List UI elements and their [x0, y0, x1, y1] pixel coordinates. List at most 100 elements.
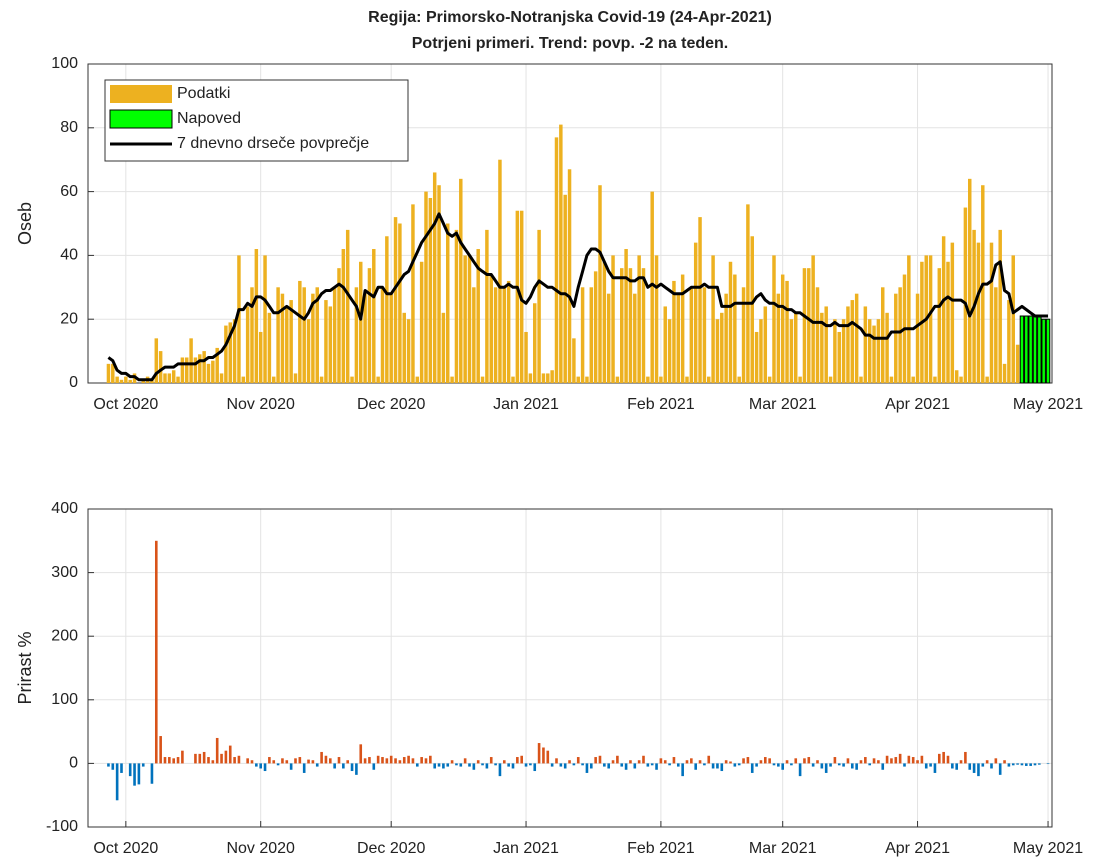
- bar: [350, 376, 354, 383]
- bar: [1016, 763, 1019, 765]
- bar: [676, 763, 680, 767]
- bar: [659, 376, 663, 383]
- bar: [780, 274, 785, 383]
- bar: [432, 172, 437, 383]
- bar: [994, 287, 998, 383]
- x-tick-label: Dec 2020: [357, 840, 426, 857]
- bar: [111, 763, 115, 770]
- bar: [977, 763, 980, 777]
- bar: [776, 293, 781, 383]
- bar: [446, 763, 450, 767]
- bar: [707, 376, 711, 383]
- x-tick-label: Apr 2021: [885, 396, 950, 413]
- bar: [237, 755, 241, 764]
- bar: [667, 319, 672, 383]
- y-tick-label: 20: [60, 310, 78, 327]
- bar: [141, 763, 145, 767]
- bar: [402, 312, 406, 383]
- bar: [559, 763, 563, 767]
- bar: [615, 376, 620, 383]
- bar: [542, 747, 545, 764]
- bar: [355, 763, 358, 775]
- bar: [133, 763, 136, 786]
- bar: [550, 370, 554, 383]
- bar: [420, 757, 423, 764]
- bar: [955, 763, 958, 770]
- bar: [868, 763, 871, 766]
- bar: [106, 363, 111, 383]
- bar: [807, 757, 811, 764]
- bar: [903, 763, 906, 767]
- bar: [646, 763, 650, 767]
- bar: [206, 363, 211, 383]
- bar: [380, 287, 385, 383]
- bar: [680, 274, 685, 383]
- bar: [572, 338, 576, 383]
- bar: [219, 373, 224, 383]
- x-tick-label: May 2021: [1013, 396, 1083, 413]
- bar: [163, 373, 167, 383]
- bar: [437, 763, 441, 767]
- bar: [211, 360, 215, 383]
- bar: [950, 242, 955, 383]
- bar: [198, 753, 202, 764]
- bar: [777, 763, 780, 767]
- bar: [224, 750, 228, 764]
- bar: [333, 763, 336, 769]
- bar: [250, 287, 254, 383]
- bar: [929, 763, 932, 767]
- bar: [268, 757, 271, 764]
- bar: [842, 763, 845, 767]
- x-tick-label: Mar 2021: [749, 396, 817, 413]
- bar: [298, 757, 302, 764]
- bar: [841, 319, 846, 383]
- bar: [576, 757, 580, 764]
- bar: [785, 760, 789, 764]
- bar: [481, 763, 484, 766]
- bar: [959, 376, 963, 383]
- bar: [629, 760, 632, 764]
- x-tick-label: Jan 2021: [493, 840, 559, 857]
- bar: [393, 217, 398, 383]
- bar: [854, 293, 859, 383]
- bar: [407, 755, 410, 764]
- bar: [520, 755, 523, 764]
- bar: [877, 760, 880, 764]
- bar: [737, 376, 741, 383]
- bar: [946, 755, 950, 764]
- bar: [128, 379, 132, 383]
- bar: [511, 763, 515, 769]
- legend-label: 7 dnevno drseče povprečje: [177, 135, 369, 152]
- bar: [241, 376, 246, 383]
- bar: [990, 763, 993, 769]
- bar: [367, 268, 372, 383]
- bar: [985, 376, 989, 383]
- bar: [941, 236, 946, 383]
- bar: [328, 306, 333, 383]
- bar: [585, 763, 589, 773]
- bar: [850, 300, 855, 383]
- bar: [250, 760, 254, 764]
- bar: [603, 763, 606, 767]
- bar: [546, 750, 550, 764]
- bar: [602, 261, 607, 383]
- bar: [759, 760, 763, 764]
- bar: [398, 223, 402, 383]
- bar: [867, 319, 872, 383]
- bar: [463, 758, 467, 764]
- bar: [529, 763, 532, 766]
- bar: [498, 159, 502, 383]
- bar: [516, 757, 519, 764]
- bar: [759, 319, 763, 383]
- bar: [489, 757, 493, 764]
- y-tick-label: 400: [51, 500, 78, 517]
- bar: [968, 763, 972, 770]
- bar: [698, 760, 702, 764]
- bar: [1032, 315, 1038, 384]
- bar: [254, 249, 259, 383]
- bar: [976, 242, 981, 383]
- bar: [476, 760, 480, 764]
- bar: [942, 751, 945, 764]
- bar: [1045, 318, 1051, 384]
- bar: [172, 758, 175, 764]
